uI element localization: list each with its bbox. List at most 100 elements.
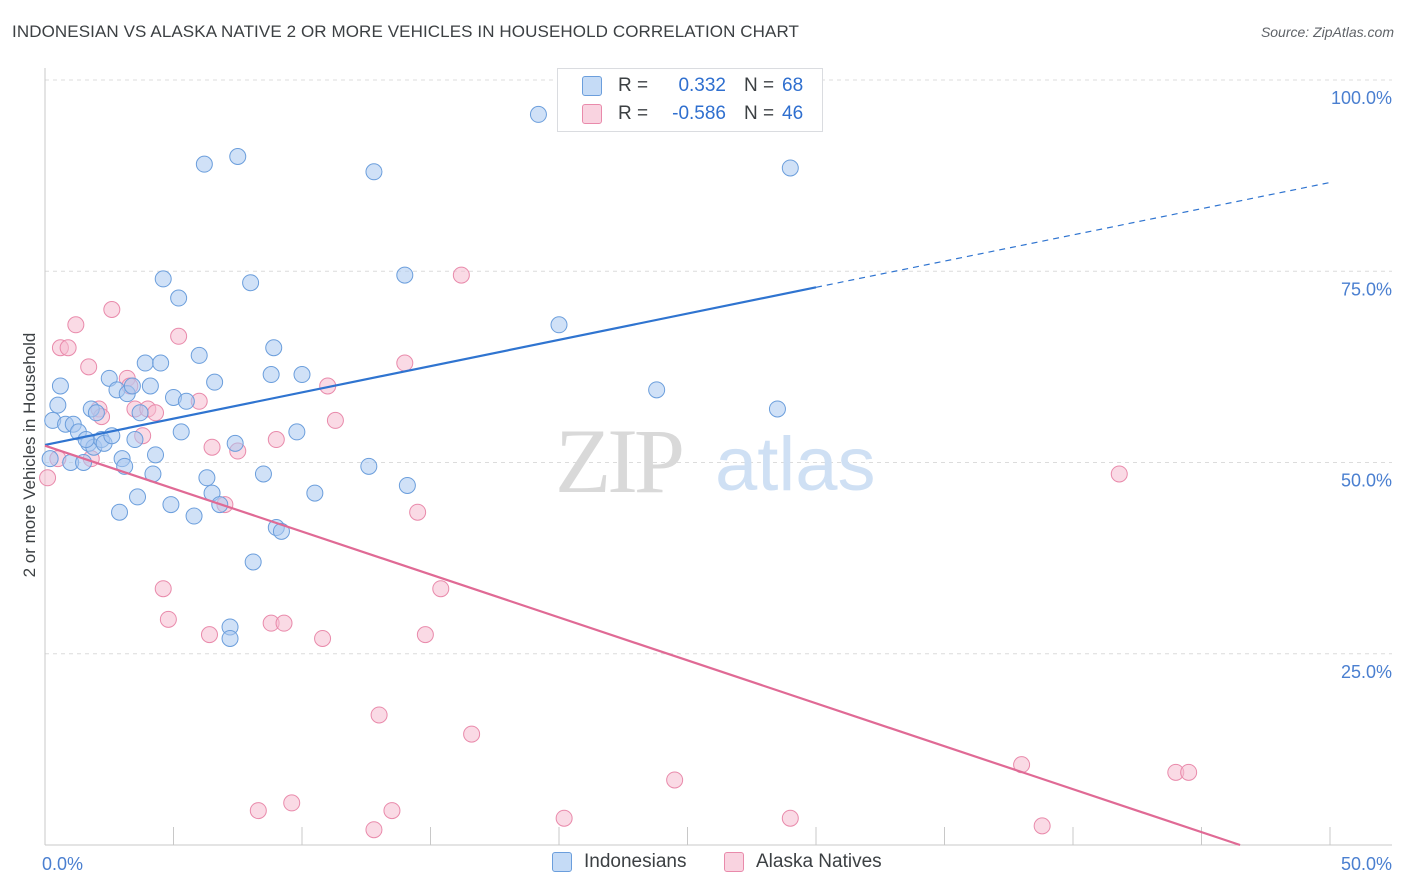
alaska-natives-point	[59, 339, 77, 357]
indonesians-point	[170, 289, 188, 307]
source-credit: Source: ZipAtlas.com	[1260, 24, 1394, 40]
r-label: R =	[618, 103, 649, 124]
alaska-natives-point	[67, 316, 85, 334]
r-value: 0.332	[678, 75, 726, 96]
indonesians-point	[152, 354, 170, 372]
alaska-natives-point	[283, 794, 301, 812]
y-tick-label: 50.0%	[1341, 471, 1392, 491]
indonesians-point	[272, 522, 290, 540]
indonesians-point	[154, 270, 172, 288]
legend-row-indonesians: R = 0.332 N = 68	[582, 74, 803, 98]
alaska-natives-point	[154, 580, 172, 598]
indonesians-trend-line	[44, 286, 817, 446]
indonesians-point	[172, 423, 190, 441]
watermark: ZIP atlas	[555, 410, 876, 512]
alaska-natives-point	[170, 327, 188, 345]
legend-row-alaska-natives: R = -0.586 N = 46	[582, 102, 803, 126]
indonesians-point	[242, 274, 260, 292]
y-tick-label: 75.0%	[1341, 279, 1392, 299]
n-value: 68	[782, 75, 804, 96]
indonesians-point	[129, 488, 147, 506]
indonesians-point	[648, 381, 666, 399]
alaska-natives-point	[463, 725, 481, 743]
indonesians-point	[768, 400, 786, 418]
alaska-natives-point	[396, 354, 414, 372]
indonesians-point	[147, 446, 165, 464]
alaska-natives-points	[39, 266, 1198, 839]
indonesians-point	[781, 159, 799, 177]
alaska-natives-point	[314, 629, 332, 647]
indonesians-point	[177, 392, 195, 410]
indonesians-point	[162, 496, 180, 514]
indonesians-point	[365, 163, 383, 181]
indonesians-point	[529, 105, 547, 123]
trend-lines	[44, 181, 1331, 847]
alaska-natives-point	[1110, 465, 1128, 483]
y-tick-label: 100.0%	[1331, 88, 1392, 108]
n-label: N =	[744, 103, 775, 124]
legend-item-indonesians[interactable]: Indonesians	[552, 851, 686, 873]
indonesians-point	[51, 377, 69, 395]
correlation-legend: R = 0.332 N = 68 R = -0.586 N = 46	[557, 68, 823, 132]
alaska-natives-point	[409, 503, 427, 521]
chart-title: INDONESIAN VS ALASKA NATIVE 2 OR MORE VE…	[12, 22, 800, 41]
alaska-natives-point	[326, 411, 344, 429]
indonesians-swatch	[582, 76, 602, 96]
x-tick-label: 50.0%	[1341, 854, 1392, 874]
indonesians-point	[221, 629, 239, 647]
watermark-atlas: atlas	[715, 422, 876, 507]
alaska-natives-point	[200, 626, 218, 644]
indonesians-point	[190, 346, 208, 364]
alaska-natives-trend-line	[44, 444, 1241, 847]
indonesians-point	[229, 148, 247, 165]
indonesians-point	[198, 469, 216, 487]
alaska-natives-point	[80, 358, 98, 376]
indonesians-point	[550, 316, 568, 334]
alaska-natives-point	[1180, 763, 1198, 781]
alaska-natives-point	[103, 301, 121, 318]
y-tick-label: 25.0%	[1341, 662, 1392, 682]
watermark-zip: ZIP	[555, 410, 682, 512]
indonesians-point	[396, 266, 414, 284]
alaska-natives-point	[452, 266, 470, 284]
indonesians-point	[265, 339, 283, 357]
alaska-natives-point	[432, 580, 450, 598]
indonesians-points	[41, 105, 799, 647]
legend-label-indonesians: Indonesians	[584, 851, 687, 872]
alaska-natives-point	[365, 821, 383, 839]
alaska-natives-point	[275, 614, 293, 632]
r-label: R =	[618, 75, 649, 96]
series-legend: Indonesians Alaska Natives	[0, 851, 1406, 877]
indonesians-point	[226, 434, 244, 452]
indonesians-point	[206, 373, 224, 391]
n-value: 46	[782, 103, 804, 124]
alaska-natives-point	[203, 438, 221, 456]
indonesians-point	[185, 507, 203, 525]
alaska-natives-point	[370, 706, 388, 724]
alaska-natives-point	[249, 802, 267, 820]
indonesians-point	[254, 465, 272, 483]
indonesians-point	[87, 404, 105, 422]
indonesians-point	[123, 377, 141, 395]
indonesians-point	[131, 404, 149, 422]
legend-item-alaska-natives[interactable]: Alaska Natives	[724, 851, 882, 873]
indonesians-swatch	[552, 852, 572, 872]
alaska-natives-point	[666, 771, 684, 789]
alaska-natives-point	[39, 469, 57, 487]
indonesians-point	[244, 553, 262, 571]
indonesians-point	[195, 155, 213, 173]
alaska-natives-point	[267, 431, 285, 449]
alaska-natives-point	[416, 626, 434, 644]
alaska-natives-point	[1033, 817, 1051, 835]
x-tick-label: 0.0%	[42, 854, 83, 874]
indonesians-point	[111, 503, 129, 521]
indonesians-point	[293, 366, 311, 384]
indonesians-point	[136, 354, 154, 372]
alaska-natives-point	[383, 802, 401, 820]
legend-label-alaska-natives: Alaska Natives	[756, 851, 882, 872]
indonesians-point	[398, 476, 416, 494]
n-label: N =	[744, 75, 775, 96]
indonesians-point	[262, 366, 280, 384]
indonesians-point	[360, 457, 378, 475]
